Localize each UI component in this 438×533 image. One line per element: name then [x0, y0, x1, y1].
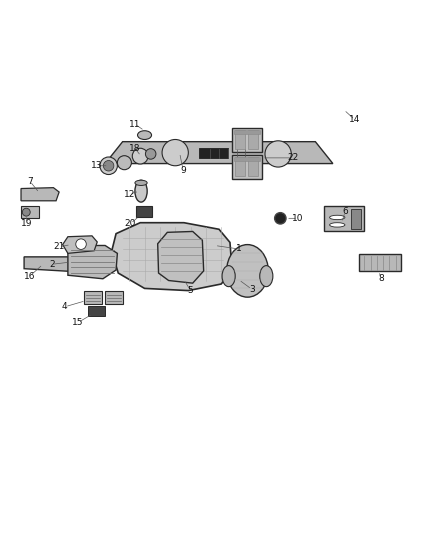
Ellipse shape [329, 215, 345, 220]
Circle shape [265, 141, 291, 167]
Bar [234, 157, 260, 161]
Ellipse shape [226, 245, 268, 297]
Polygon shape [68, 246, 117, 279]
Text: 20: 20 [125, 219, 136, 228]
Text: 2: 2 [49, 260, 54, 269]
Bar [199, 148, 228, 158]
Ellipse shape [135, 180, 147, 202]
Ellipse shape [329, 223, 345, 227]
Bar [232, 128, 262, 152]
Circle shape [162, 140, 188, 166]
Bar [351, 209, 361, 229]
Text: 13: 13 [91, 161, 102, 170]
Bar [84, 290, 102, 304]
Bar [105, 290, 123, 304]
Text: 18: 18 [129, 144, 141, 153]
Text: 16: 16 [24, 272, 35, 281]
Bar [88, 306, 105, 316]
Bar [232, 155, 262, 179]
Polygon shape [21, 188, 59, 201]
Polygon shape [63, 236, 97, 253]
Text: 7: 7 [27, 176, 33, 185]
Text: 12: 12 [124, 190, 135, 199]
Bar [248, 130, 258, 149]
Text: 8: 8 [378, 274, 384, 283]
Bar [235, 130, 245, 149]
Text: 1: 1 [236, 245, 242, 254]
Ellipse shape [222, 265, 235, 287]
Bar [248, 157, 258, 176]
Circle shape [117, 156, 131, 169]
Circle shape [275, 213, 286, 224]
Text: 19: 19 [21, 219, 33, 228]
Ellipse shape [135, 180, 147, 185]
Bar [359, 254, 401, 271]
Bar [324, 206, 364, 231]
Circle shape [132, 148, 148, 164]
Circle shape [103, 160, 114, 171]
Ellipse shape [138, 131, 152, 140]
Text: 5: 5 [187, 286, 194, 295]
Ellipse shape [260, 265, 273, 287]
Text: 21: 21 [53, 243, 65, 251]
Text: 22: 22 [287, 154, 298, 163]
Circle shape [76, 239, 86, 249]
Polygon shape [105, 142, 333, 164]
Polygon shape [158, 231, 204, 283]
Bar [136, 206, 152, 217]
Text: 15: 15 [72, 318, 84, 327]
Text: 4: 4 [62, 302, 67, 311]
Text: 6: 6 [342, 207, 348, 216]
Polygon shape [112, 223, 232, 290]
Polygon shape [24, 257, 81, 272]
Circle shape [145, 149, 156, 159]
Text: 9: 9 [180, 166, 186, 175]
Circle shape [100, 157, 117, 174]
Text: 10: 10 [292, 214, 304, 223]
Circle shape [22, 208, 30, 216]
Bar [234, 130, 260, 134]
Text: 3: 3 [249, 285, 255, 294]
Bar [21, 206, 39, 219]
Text: 14: 14 [349, 115, 360, 124]
Text: 11: 11 [129, 119, 141, 128]
Bar [235, 157, 245, 176]
